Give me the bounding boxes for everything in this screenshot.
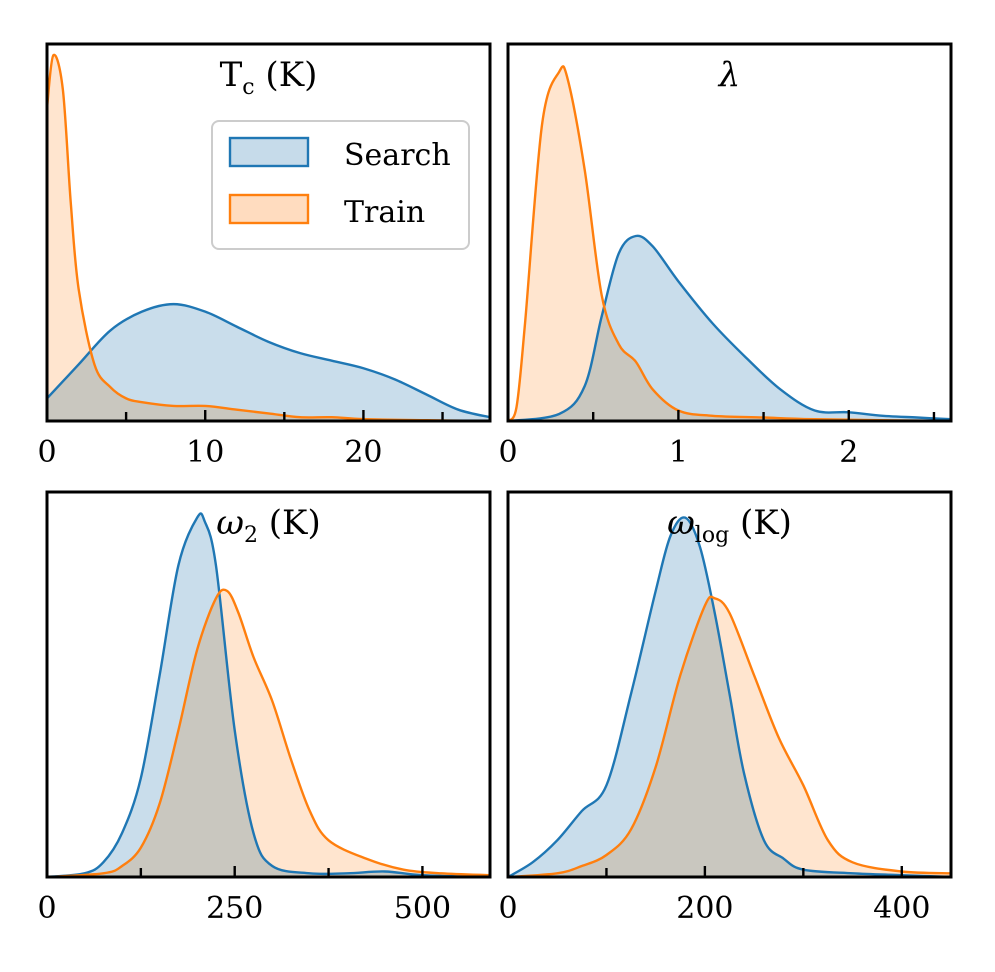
legend-label: Train [344,195,425,230]
search-line [47,302,490,419]
train-legend-swatch [228,193,310,225]
axes-frame [506,490,953,879]
panel-2: 0 1 2 λ [498,42,953,470]
search-legend-swatch [228,136,310,168]
panel-1: 0 10 20 Tc (K) [37,42,492,470]
search-line [47,512,490,877]
train-line [508,65,951,421]
x-tick-label: 1 [669,435,688,470]
search-area [47,513,490,877]
panel-title: ω2 (K) [216,503,320,548]
train-line [47,588,490,877]
plot-area [47,512,490,877]
panel-title: λ [717,55,741,95]
train-line [47,53,490,421]
train-area [47,54,490,421]
plot-area [508,65,951,421]
search-area [47,304,490,421]
panel-3: 0 250 500 ω2 (K) [37,490,492,926]
x-tick-label: 0 [37,435,56,470]
axes-frame [45,490,492,879]
train-area [508,66,951,421]
plot-area [47,53,490,421]
legend-label: Search [344,138,451,173]
train-area [47,589,490,877]
axes-frame [45,42,492,423]
x-tick-label: 250 [206,891,263,926]
panel-4: 0 200 400 ωlog (K) [498,490,953,926]
search-line [508,234,951,421]
plot-area [508,516,951,877]
train-area [508,596,951,877]
panel-title: Tc (K) [220,55,318,100]
x-tick-label: 400 [873,891,930,926]
search-line [508,516,951,877]
x-tick-label: 0 [37,891,56,926]
legend: Search Train [211,120,470,250]
x-tick-label: 10 [186,435,224,470]
x-tick-label: 0 [498,435,517,470]
x-tick-label: 2 [839,435,858,470]
x-tick-label: 0 [498,891,517,926]
x-tick-label: 20 [344,435,382,470]
x-tick-label: 200 [676,891,733,926]
x-tick-label: 500 [394,891,451,926]
axes-frame [506,42,953,423]
panel-title: ωlog (K) [667,503,792,548]
train-line [508,595,951,877]
